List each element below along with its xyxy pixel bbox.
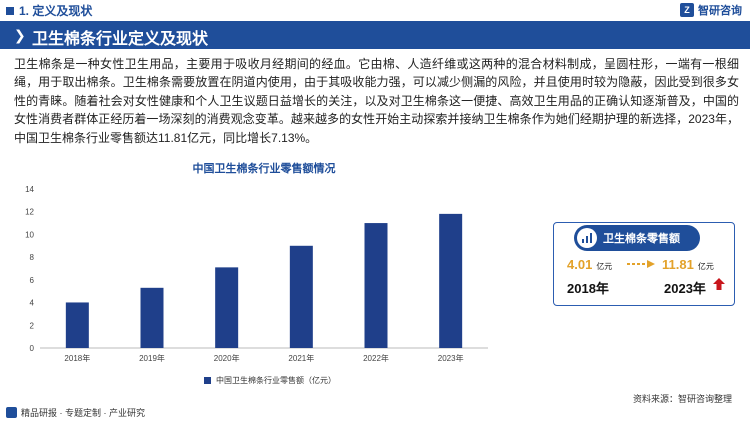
kpi-2023-value: 11.81 — [662, 257, 694, 272]
footer-left: 精品研报 · 专题定制 · 产业研究 — [6, 406, 145, 419]
legend-swatch — [204, 377, 211, 384]
y-tick-label-7: 14 — [25, 185, 34, 194]
y-tick-label-0: 0 — [30, 344, 35, 353]
x-tick-label-5: 2023年 — [438, 353, 464, 363]
arrow-right-icon — [627, 260, 655, 268]
bar-4 — [364, 223, 388, 348]
section-square-icon — [6, 6, 14, 15]
bar-3 — [289, 245, 313, 348]
bar-0 — [65, 302, 89, 348]
kpi-2023-year: 2023年 — [664, 281, 706, 296]
kpi-2018: 4.01 亿元 — [567, 257, 612, 272]
bar-5 — [439, 213, 463, 348]
x-tick-label-1: 2019年 — [139, 353, 165, 363]
body-paragraph: 卫生棉条是一种女性卫生用品，主要用于吸收月经期间的经血。它由棉、人造纤维或这两种… — [14, 57, 739, 145]
footer: 精品研报 · 专题定制 · 产业研究 — [0, 405, 750, 421]
x-tick-label-2: 2020年 — [214, 353, 240, 363]
x-tick-label-4: 2022年 — [363, 353, 389, 363]
chart-legend: 中国卫生棉条行业零售额（亿元） — [204, 375, 336, 386]
kpi-card-title: 卫生棉条零售额 — [603, 233, 680, 245]
y-tick-label-5: 10 — [25, 230, 34, 239]
arrow-up-icon — [713, 278, 725, 290]
chart-up-icon — [577, 228, 597, 248]
section-tag: 1. 定义及现状 — [6, 3, 92, 18]
chart-title: 中国卫生棉条行业零售额情况 — [193, 161, 336, 175]
y-tick-label-4: 8 — [30, 253, 35, 262]
page-title: 卫生棉条行业定义及现状 — [32, 31, 209, 48]
kpi-2018-unit: 亿元 — [596, 262, 613, 271]
kpi-2023-unit: 亿元 — [697, 262, 714, 271]
brand-name: 智研咨询 — [698, 5, 742, 17]
y-tick-label-1: 2 — [30, 321, 35, 330]
top-bar: 1. 定义及现状 Z 智研咨询 — [0, 0, 750, 21]
section-label: 1. 定义及现状 — [19, 4, 93, 18]
brand-logo-icon: Z — [680, 3, 694, 17]
chart-svg: 中国卫生棉条行业零售额情况 0 2 4 6 8 10 12 14 2018年 2019年 2020年 2… — [25, 161, 488, 363]
kpi-card-header: 卫生棉条零售额 — [574, 225, 700, 251]
kpi-2023: 11.81 亿元 — [662, 257, 714, 272]
title-bar: ❯ 卫生棉条行业定义及现状 — [0, 21, 750, 49]
chart: 中国卫生棉条行业零售额情况 0 2 4 6 8 10 12 14 2018年 2019年 2020年 2… — [18, 155, 508, 390]
kpi-2018-year: 2018年 — [567, 281, 609, 296]
kpi-2018-value: 4.01 — [567, 257, 593, 272]
chevron-right-icon: ❯ — [14, 27, 26, 43]
bar-1 — [140, 287, 164, 348]
bar-2 — [215, 267, 239, 348]
x-tick-label-3: 2021年 — [288, 353, 314, 363]
legend-label: 中国卫生棉条行业零售额（亿元） — [216, 376, 336, 385]
y-tick-label-2: 4 — [30, 299, 35, 308]
footer-logo-icon — [6, 407, 17, 418]
footer-tagline: 精品研报 · 专题定制 · 产业研究 — [21, 408, 145, 418]
y-tick-label-3: 6 — [30, 276, 35, 285]
brand: Z 智研咨询 — [680, 2, 742, 18]
source-note: 资料来源：智研咨询整理 — [632, 394, 732, 404]
x-tick-label-0: 2018年 — [64, 353, 90, 363]
y-tick-label-6: 12 — [25, 208, 34, 217]
